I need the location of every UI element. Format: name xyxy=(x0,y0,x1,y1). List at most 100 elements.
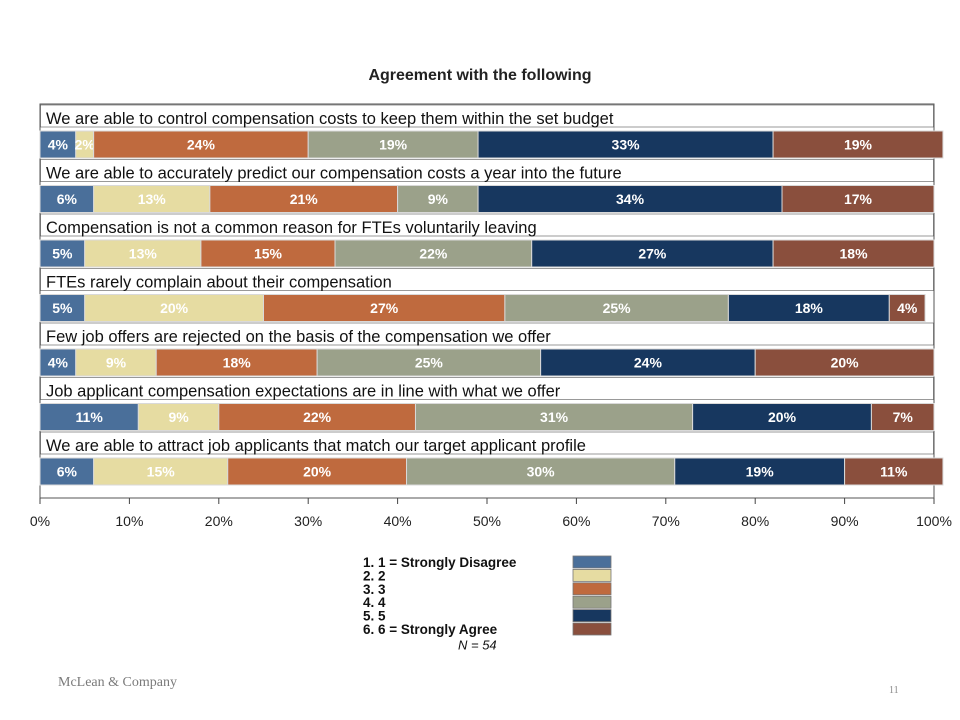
data-label: 18% xyxy=(223,355,252,371)
data-label: 25% xyxy=(603,300,632,316)
category-label: We are able to control compensation cost… xyxy=(46,110,614,128)
data-label: 5% xyxy=(52,300,73,316)
data-label: 24% xyxy=(187,137,216,153)
data-label: 2% xyxy=(75,137,96,153)
x-tick-label: 50% xyxy=(473,513,501,529)
bar-segment xyxy=(137,403,220,431)
bar-segment xyxy=(218,403,416,431)
x-tick-label: 90% xyxy=(831,513,859,529)
x-tick-label: 80% xyxy=(741,513,769,529)
category-label: We are able to attract job applicants th… xyxy=(46,437,586,455)
data-label: 22% xyxy=(419,246,448,262)
page-number: 11 xyxy=(889,685,899,696)
category-label: Job applicant compensation expectations … xyxy=(46,383,561,401)
bar-segment xyxy=(39,239,86,268)
category-strip xyxy=(40,322,934,346)
category-strip xyxy=(40,268,934,291)
bar-segment xyxy=(504,294,729,322)
category-strip xyxy=(40,159,934,182)
x-tick-label: 100% xyxy=(916,513,952,529)
bar-segment xyxy=(75,348,157,377)
data-label: 15% xyxy=(254,246,283,262)
company-name: McLean & Company xyxy=(58,675,177,690)
data-label: 20% xyxy=(160,300,189,316)
bar-segment xyxy=(888,294,926,322)
bar-segment xyxy=(692,403,872,431)
bar-segment xyxy=(263,294,506,322)
bar-segment xyxy=(227,457,408,486)
legend-swatch xyxy=(572,595,612,609)
data-label: 9% xyxy=(106,355,127,371)
bar-segment xyxy=(93,130,309,159)
x-tick-label: 0% xyxy=(30,513,50,529)
category-strip xyxy=(40,377,934,400)
data-label: 4% xyxy=(48,355,69,371)
data-label: 6% xyxy=(57,464,78,480)
legend-label: 4. 4 xyxy=(363,595,386,610)
x-tick-label: 60% xyxy=(562,513,590,529)
bar-segment xyxy=(754,348,935,377)
data-label: 19% xyxy=(746,464,775,480)
data-label: 20% xyxy=(768,409,797,425)
category-strip xyxy=(40,431,934,455)
data-label: 19% xyxy=(379,137,408,153)
bar-segment xyxy=(674,457,846,486)
x-tick-label: 40% xyxy=(384,513,412,529)
bar-segment xyxy=(727,294,890,322)
data-label: 11% xyxy=(76,409,104,425)
data-label: 13% xyxy=(138,191,167,207)
data-label: 30% xyxy=(527,464,556,480)
bar-segment xyxy=(200,239,336,268)
bar-segment xyxy=(540,348,756,377)
data-label: 9% xyxy=(168,409,189,425)
data-label: 7% xyxy=(893,409,914,425)
bar-segment xyxy=(414,403,694,431)
data-label: 15% xyxy=(147,464,176,480)
bar-segment xyxy=(93,457,229,486)
x-tick-label: 30% xyxy=(294,513,322,529)
data-label: 4% xyxy=(897,300,918,316)
bar-segment xyxy=(781,185,935,213)
category-label: FTEs rarely complain about their compens… xyxy=(46,274,392,292)
data-label: 25% xyxy=(415,355,444,371)
category-label: Few job offers are rejected on the basis… xyxy=(46,328,551,346)
data-label: 24% xyxy=(634,355,663,371)
data-label: 27% xyxy=(370,300,399,316)
x-tick-label: 70% xyxy=(652,513,680,529)
bar-segment xyxy=(406,457,676,486)
legend-label: 2. 2 xyxy=(363,568,386,583)
bar-segment xyxy=(84,239,202,268)
category-label: Compensation is not a common reason for … xyxy=(46,219,537,237)
legend-label: 5. 5 xyxy=(363,609,386,624)
data-label: 5% xyxy=(52,246,73,262)
chart-title: Agreement with the following xyxy=(368,67,591,84)
data-label: 21% xyxy=(290,191,319,207)
legend-swatch xyxy=(572,582,612,596)
data-label: 13% xyxy=(129,246,158,262)
data-label: 4% xyxy=(48,137,69,153)
bar-segment xyxy=(334,239,533,268)
legend-swatch xyxy=(572,622,612,636)
data-label: 17% xyxy=(844,191,873,207)
data-label: 31% xyxy=(540,409,569,425)
data-label: 33% xyxy=(612,137,641,153)
bar-segment xyxy=(316,348,542,377)
legend-swatch xyxy=(572,569,612,582)
bar-segment xyxy=(772,239,935,268)
data-label: 34% xyxy=(616,191,645,207)
data-label: 11% xyxy=(880,464,908,480)
bar-segment xyxy=(870,403,935,431)
legend-label: 1. 1 = Strongly Disagree xyxy=(363,555,517,570)
bar-segment xyxy=(93,185,211,213)
bar-segment xyxy=(209,185,399,213)
bar-segment xyxy=(307,130,479,159)
bar-segment xyxy=(155,348,318,377)
legend-note: N = 54 xyxy=(458,637,497,652)
legend-swatch xyxy=(572,555,612,569)
x-tick-label: 20% xyxy=(205,513,233,529)
category-strip xyxy=(40,213,934,237)
bar-segment xyxy=(39,457,95,486)
bar-segment xyxy=(39,403,139,431)
x-tick-label: 10% xyxy=(115,513,143,529)
data-label: 18% xyxy=(840,246,869,262)
